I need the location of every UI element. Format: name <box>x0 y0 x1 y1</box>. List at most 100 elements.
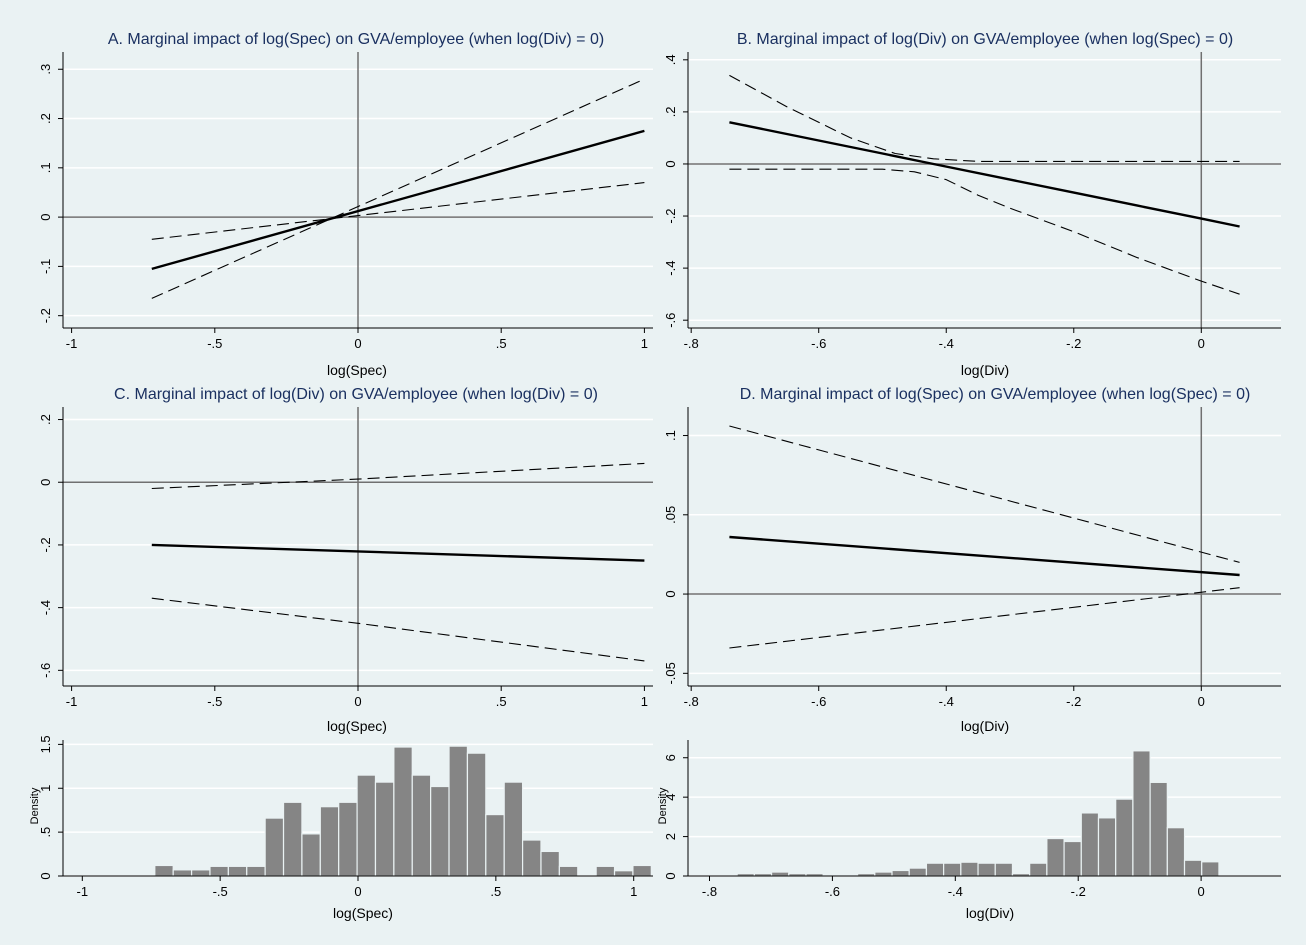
panel-f-ytick-label-1: 2 <box>663 833 678 840</box>
panel-d-xtick-label-2: -.4 <box>939 694 954 709</box>
panel-f-xtick-label-0: -.8 <box>702 884 717 899</box>
panel-b-xtick-label-1: -.6 <box>811 336 826 351</box>
panel-d-xtick-label-0: -.8 <box>684 694 699 709</box>
panel-d-xtick-label-4: 0 <box>1198 694 1205 709</box>
panel-b-xtick-label-0: -.8 <box>684 336 699 351</box>
panel-f-bar-8 <box>874 871 893 877</box>
panel-f-bar-12 <box>943 862 962 877</box>
panel-f-bar-17 <box>1029 862 1048 877</box>
panel-b-ytick-label-1: -.4 <box>663 261 678 276</box>
panel-f-bar-10 <box>908 867 928 877</box>
panel-f: 0 2 4 6 -.8 -.6 -.4 -.2 0 <box>663 740 1281 899</box>
panel-a-series-ci-2 <box>151 182 645 240</box>
panel-f-bar-26 <box>1183 859 1203 877</box>
panel-a-ytick-label-5: .3 <box>38 64 53 75</box>
panel-b-title: B. Marginal impact of log(Div) on GVA/em… <box>737 31 1233 48</box>
panel-a-xtick-label-3: .5 <box>496 336 507 351</box>
panel-e-ylabel: Density <box>29 787 41 824</box>
panel-f-bar-18 <box>1046 837 1065 877</box>
panel-e-bar-23 <box>595 865 616 877</box>
panel-e-bar-25 <box>632 864 652 877</box>
panel-f-xtick-label-1: -.6 <box>825 884 840 899</box>
panel-b-series-ci-2 <box>729 168 1240 295</box>
panel-a-title: A. Marginal impact of log(Spec) on GVA/e… <box>108 31 604 48</box>
panel-b-xtick-label-4: 0 <box>1198 336 1205 351</box>
panel-e-bar-0 <box>154 864 174 877</box>
panel-f-bar-15 <box>994 862 1014 877</box>
panel-d-series-ci-2 <box>729 587 1240 649</box>
panel-d-xlabel: log(Div) <box>961 718 1009 734</box>
panel-e-bar-17 <box>466 752 487 877</box>
panel-a-ytick-label-4: .2 <box>38 113 53 124</box>
panel-b: -.6 -.4 -.2 0 .2 .4 -.8 -.6 -.4 -.2 0 <box>663 52 1281 351</box>
panel-e-bar-8 <box>301 833 321 877</box>
panel-e-bar-2 <box>190 869 211 877</box>
plots-layer: -.2-.10.1.2.3-1 -.5 0.5 1-.6-.4-.20.2.4-.8-… <box>38 52 1281 899</box>
panel-f-bar-21 <box>1097 817 1117 877</box>
panel-f-xtick-label-2: -.4 <box>948 884 963 899</box>
panel-f-plot-region <box>688 740 1281 876</box>
panel-e-bar-18 <box>485 813 505 877</box>
panel-a-xlabel: log(Spec) <box>327 362 387 378</box>
panel-f-bar-20 <box>1080 812 1100 877</box>
panel-b-ytick-label-3: 0 <box>663 160 678 167</box>
panel-c-ytick-label-4: .2 <box>38 414 53 425</box>
panel-f-xlabel: log(Div) <box>966 905 1014 921</box>
panel-e-bar-7 <box>282 801 303 877</box>
panel-e-bar-22 <box>558 865 579 877</box>
panel-f-ytick-label-0: 0 <box>663 872 678 879</box>
panel-e-bar-10 <box>338 801 358 877</box>
panel-a-ytick-label-2: 0 <box>38 213 53 220</box>
panel-e-bar-12 <box>374 781 395 877</box>
panel-f-bar-22 <box>1115 798 1134 877</box>
panel-d-plot-region <box>688 407 1281 686</box>
panel-b-ytick-label-0: -.6 <box>663 313 678 328</box>
panel-e-bar-19 <box>503 781 524 877</box>
panel-c-ytick-label-3: 0 <box>38 479 53 486</box>
panel-f-bar-9 <box>891 869 910 877</box>
panel-e-bar-5 <box>246 865 266 877</box>
panel-b-xtick-label-2: -.4 <box>939 336 954 351</box>
panel-f-ylabel: Density <box>657 787 669 824</box>
panel-e: 0 .5 1 1.5 -1 -.5 0 .5 1 <box>38 735 653 899</box>
panel-a-series-estimate-0 <box>151 129 645 271</box>
panel-c-title: C. Marginal impact of log(Div) on GVA/em… <box>114 386 598 403</box>
panel-f-bar-14 <box>977 862 996 877</box>
panel-d-ytick-label-2: .05 <box>663 506 678 524</box>
panel-a-ytick-label-3: .1 <box>38 162 53 173</box>
panel-e-ytick-label-1: .5 <box>38 827 53 838</box>
panel-b-ytick-label-5: .4 <box>663 54 678 65</box>
panel-e-bar-15 <box>430 785 450 877</box>
panel-f-ytick-label-3: 6 <box>663 754 678 761</box>
panel-c-ytick-label-0: -.6 <box>38 663 53 678</box>
panel-e-bar-13 <box>393 746 413 877</box>
panel-a-xtick-label-0: -1 <box>66 336 78 351</box>
panel-e-ytick-label-0: 0 <box>38 872 53 879</box>
panel-c-series-estimate-0 <box>151 543 645 562</box>
panel-e-bar-6 <box>264 817 285 877</box>
panel-c-xtick-label-0: -1 <box>66 694 78 709</box>
panel-f-bar-19 <box>1063 840 1082 877</box>
panel-d-series-ci-1 <box>729 425 1240 563</box>
panel-f-bar-13 <box>960 861 979 877</box>
panel-a-xtick-label-2: 0 <box>354 336 361 351</box>
panel-b-plot-region <box>688 52 1281 328</box>
panel-d-xtick-label-1: -.6 <box>811 694 826 709</box>
panel-b-xtick-label-3: -.2 <box>1066 336 1081 351</box>
panel-d-title: D. Marginal impact of log(Spec) on GVA/e… <box>740 386 1251 403</box>
panel-b-series-estimate-0 <box>729 121 1240 228</box>
panel-e-bar-21 <box>540 850 560 877</box>
panel-a-xtick-label-1: -.5 <box>207 336 222 351</box>
panel-e-xtick-label-2: 0 <box>354 884 361 899</box>
panel-f-xtick-label-3: -.2 <box>1071 884 1086 899</box>
panel-f-xtick-label-4: 0 <box>1197 884 1204 899</box>
panel-e-xtick-label-0: -1 <box>77 884 89 899</box>
panel-e-ytick-label-3: 1.5 <box>38 735 53 753</box>
panel-b-ytick-label-4: .2 <box>663 106 678 117</box>
panel-c-series-ci-2 <box>151 597 645 662</box>
panel-b-series-ci-1 <box>729 74 1240 162</box>
panel-d-ytick-label-0: -.05 <box>663 662 678 684</box>
panel-f-bar-11 <box>925 862 945 877</box>
panel-c-xtick-label-2: 0 <box>354 694 361 709</box>
